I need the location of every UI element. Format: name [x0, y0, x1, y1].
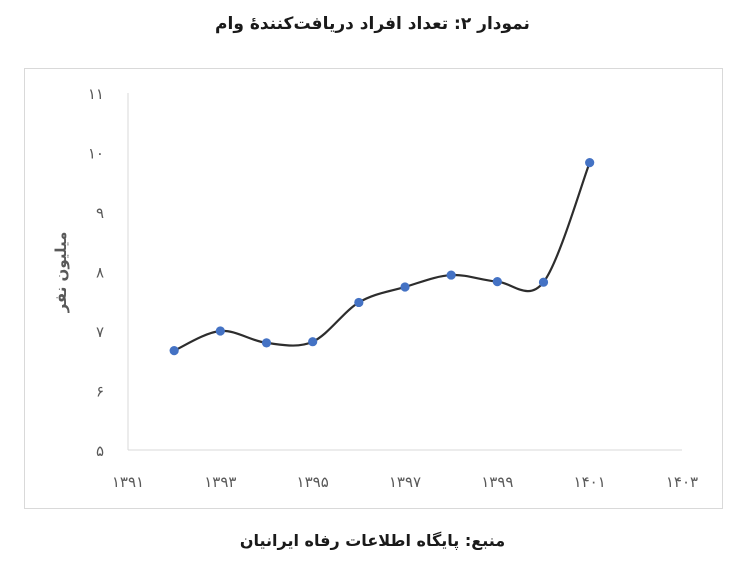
x-tick-label: ۱۳۹۵ [297, 473, 329, 491]
data-point[interactable] [585, 158, 595, 168]
data-point[interactable] [492, 277, 502, 287]
series [169, 158, 595, 356]
y-tick-label: ۷ [96, 323, 104, 341]
y-tick-label: ۶ [96, 383, 104, 401]
tick-labels: ۵ ۶ ۷ ۸ ۹ ۱۰ ۱۱ ۱۳۹۱ ۱۳۹۳ ۱۳۹۵ ۱۳۹۷ ۱۳۹۹ ۱۴۰۱ ۱۴۰۳ [88, 85, 698, 491]
data-point[interactable] [538, 277, 549, 287]
y-tick-label: ۹ [96, 204, 104, 222]
data-point[interactable] [308, 337, 318, 347]
x-tick-label: ۱۳۹۳ [204, 473, 236, 491]
axes [127, 93, 682, 451]
chart-title: نمودار ۲: تعداد افراد دریافت‌کنندۀ وام [215, 14, 530, 34]
data-point[interactable] [261, 338, 272, 348]
y-axis-label: میلیون نفر [52, 232, 70, 314]
data-point[interactable] [400, 282, 410, 292]
data-point[interactable] [169, 346, 179, 356]
x-tick-label: ۱۴۰۳ [666, 473, 698, 491]
source-note: منبع: پایگاه اطلاعات رفاه ایرانیان [239, 531, 506, 550]
data-point[interactable] [215, 326, 225, 336]
y-tick-label: ۱۰ [88, 145, 104, 163]
x-tick-label: ۱۳۹۹ [481, 473, 513, 491]
x-tick-label: ۱۳۹۱ [112, 473, 144, 491]
y-tick-label: ۵ [96, 442, 104, 460]
y-tick-label: ۸ [96, 264, 104, 282]
chart-frame [24, 68, 723, 509]
data-point[interactable] [354, 297, 364, 308]
x-tick-label: ۱۴۰۱ [574, 473, 606, 491]
x-tick-label: ۱۳۹۷ [389, 473, 421, 491]
series-line [173, 162, 591, 352]
y-tick-label: ۱۱ [88, 85, 104, 103]
data-point[interactable] [446, 270, 456, 280]
